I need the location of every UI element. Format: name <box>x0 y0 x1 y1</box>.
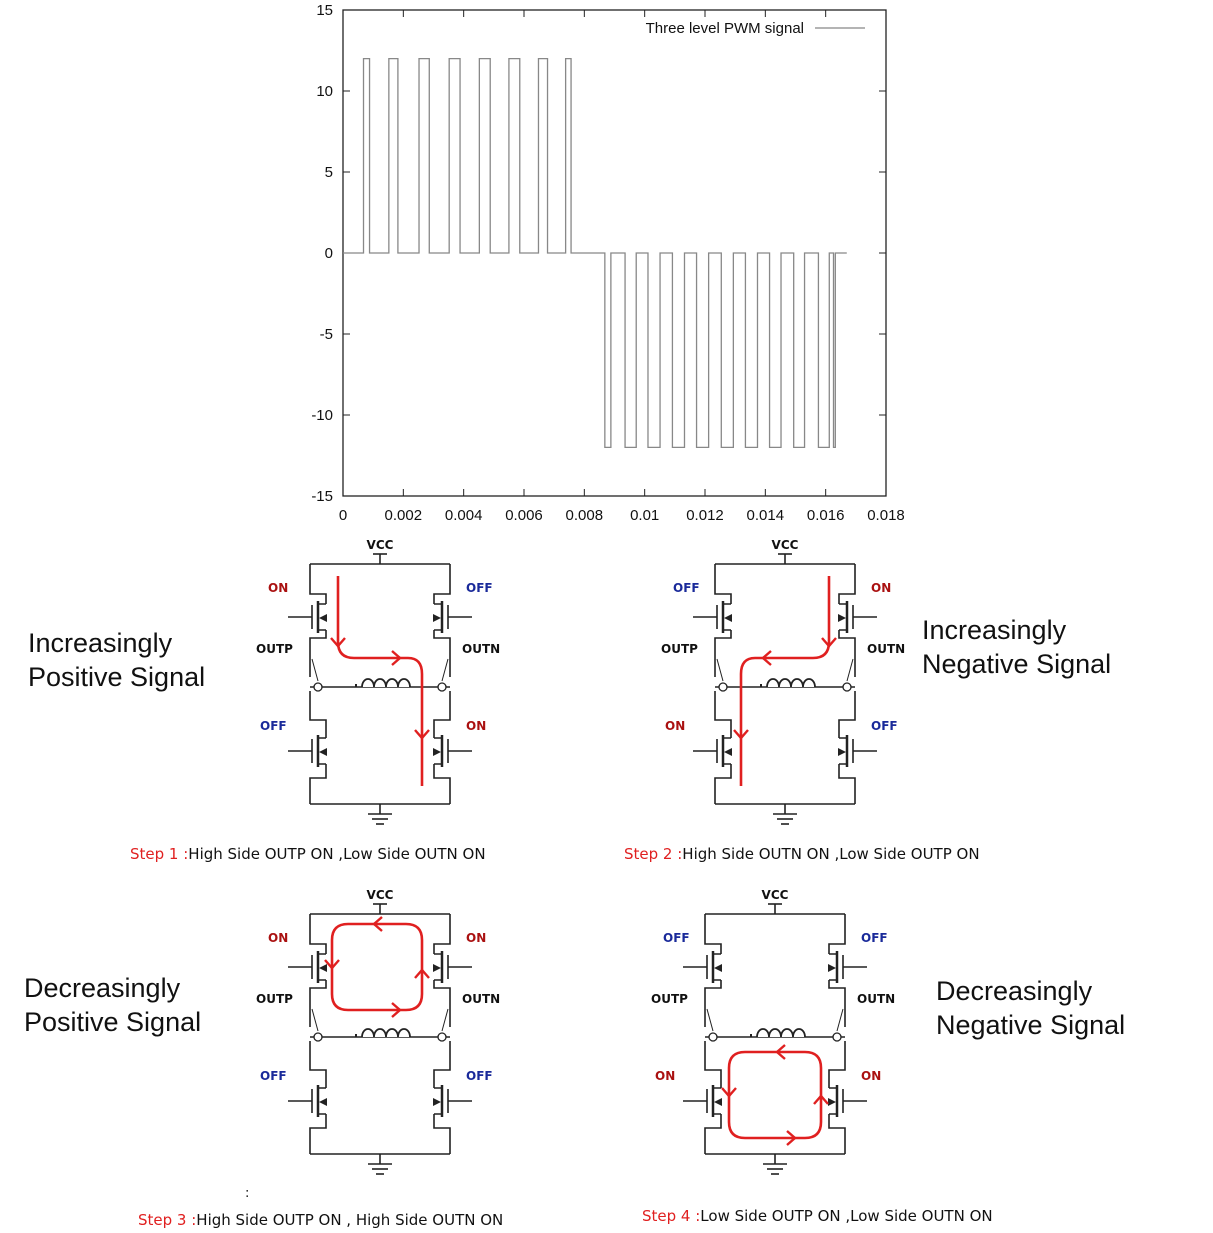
y-tick-label: -15 <box>311 488 333 505</box>
current-arrow <box>813 1094 829 1105</box>
pwm-series-line <box>343 57 847 449</box>
circuit-step-1: VCC OUTP OUTN ON OFF OFF ON <box>256 538 500 825</box>
switch-state-label: ON <box>466 719 486 733</box>
current-arrow <box>372 916 383 932</box>
current-arrow <box>391 1002 402 1018</box>
current-arrow <box>414 729 430 740</box>
current-arrow <box>721 1087 737 1098</box>
step-1-text: High Side OUTP ON ,Low Side OUTN ON <box>188 845 486 863</box>
panel-1-label: Increasingly Positive Signal <box>28 628 206 692</box>
x-tick-label: 0 <box>339 507 347 524</box>
switch-state-label: ON <box>655 1069 675 1083</box>
step-3-caption: Step 3 :High Side OUTP ON , High Side OU… <box>138 1211 503 1229</box>
step-2-number: Step 2 : <box>624 845 683 863</box>
switch-state-label: ON <box>466 931 486 945</box>
step-2-text: High Side OUTN ON ,Low Side OUTP ON <box>682 845 980 863</box>
step-1-caption: Step 1 :High Side OUTP ON ,Low Side OUTN… <box>130 845 486 863</box>
current-path <box>336 576 424 786</box>
outn-label: OUTN <box>462 642 500 656</box>
circuit-wiring <box>288 903 472 1175</box>
outn-label: OUTN <box>857 992 895 1006</box>
x-tick-label: 0.002 <box>385 507 423 524</box>
switch-state-label: ON <box>268 931 288 945</box>
y-tick-label: -10 <box>311 407 333 424</box>
switch-state-label: OFF <box>466 1069 493 1083</box>
switch-state-label: OFF <box>260 719 287 733</box>
outn-label: OUTN <box>462 992 500 1006</box>
current-arrow <box>761 650 772 666</box>
y-tick-label: 10 <box>316 83 333 100</box>
x-tick-label: 0.004 <box>445 507 483 524</box>
circuit-step-3: VCC OUTP OUTN ON ON OFF OFF <box>256 888 500 1175</box>
legend-label: Three level PWM signal <box>646 20 804 37</box>
switch-state-label: OFF <box>663 931 690 945</box>
y-tick-label: 0 <box>325 245 333 262</box>
current-path <box>739 576 831 786</box>
current-arrow <box>821 637 837 648</box>
outp-label: OUTP <box>651 992 688 1006</box>
stray-mark: : <box>245 1186 250 1201</box>
panel-2-label: Increasingly Negative Signal <box>922 615 1112 679</box>
step-4-caption: Step 4 :Low Side OUTP ON ,Low Side OUTN … <box>642 1207 993 1225</box>
x-tick-label: 0.006 <box>505 507 543 524</box>
circuit-step-4: VCC OUTP OUTN OFF OFF ON ON <box>651 888 895 1175</box>
outp-label: OUTP <box>256 992 293 1006</box>
outp-label: OUTP <box>256 642 293 656</box>
current-arrow <box>414 968 430 979</box>
legend: Three level PWM signal <box>646 20 865 37</box>
circuit-wiring <box>693 553 877 825</box>
current-arrow <box>733 729 749 740</box>
panel-3-label: Decreasingly Positive Signal <box>24 973 202 1037</box>
current-path <box>330 922 424 1012</box>
switch-state-label: OFF <box>871 719 898 733</box>
panel-4-label: Decreasingly Negative Signal <box>936 976 1126 1040</box>
vcc-label: VCC <box>772 538 799 552</box>
vcc-label: VCC <box>367 538 394 552</box>
y-tick-label: -5 <box>320 326 333 343</box>
y-tick-label: 15 <box>316 2 333 19</box>
x-tick-label: 0.016 <box>807 507 845 524</box>
step-3-text: High Side OUTP ON , High Side OUTN ON <box>196 1211 504 1229</box>
switch-state-label: OFF <box>861 931 888 945</box>
switch-state-label: OFF <box>466 581 493 595</box>
current-arrow <box>391 650 402 666</box>
switch-state-label: OFF <box>673 581 700 595</box>
circuit-wiring <box>288 553 472 825</box>
step-4-text: Low Side OUTP ON ,Low Side OUTN ON <box>700 1207 993 1225</box>
x-tick-label: 0.014 <box>747 507 785 524</box>
outn-label: OUTN <box>867 642 905 656</box>
step-1-number: Step 1 : <box>130 845 189 863</box>
y-tick-label: 5 <box>325 164 333 181</box>
pwm-chart: 0 0.002 0.004 0.006 0.008 0.01 0.012 0.014 0.016… <box>311 2 905 524</box>
current-arrow <box>330 637 346 648</box>
circuit-wiring <box>683 903 867 1175</box>
vcc-label: VCC <box>367 888 394 902</box>
current-arrow <box>786 1130 797 1146</box>
x-tick-label: 0.008 <box>566 507 604 524</box>
outp-label: OUTP <box>661 642 698 656</box>
step-4-number: Step 4 : <box>642 1207 701 1225</box>
switch-state-label: ON <box>665 719 685 733</box>
switch-state-label: ON <box>861 1069 881 1083</box>
current-arrow <box>775 1044 786 1060</box>
x-tick-label: 0.01 <box>630 507 659 524</box>
vcc-label: VCC <box>762 888 789 902</box>
step-3-number: Step 3 : <box>138 1211 197 1229</box>
switch-state-label: ON <box>268 581 288 595</box>
step-2-caption: Step 2 :High Side OUTN ON ,Low Side OUTP… <box>624 845 980 863</box>
x-tick-label: 0.018 <box>867 507 905 524</box>
switch-state-label: OFF <box>260 1069 287 1083</box>
switch-state-label: ON <box>871 581 891 595</box>
current-arrow <box>324 959 340 970</box>
circuit-step-2: VCC OUTP OUTN OFF ON ON OFF <box>661 538 905 825</box>
x-tick-label: 0.012 <box>686 507 724 524</box>
current-path <box>727 1050 823 1140</box>
